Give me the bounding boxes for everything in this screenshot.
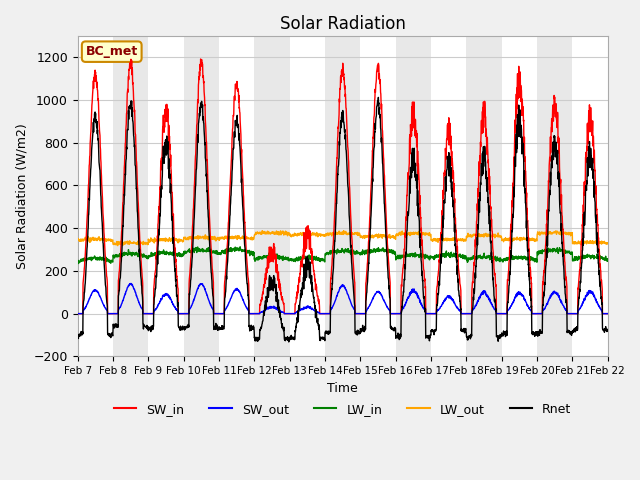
Line: Rnet: Rnet: [77, 97, 607, 342]
Bar: [360, 36, 396, 356]
LW_in: [370, 246, 378, 252]
Bar: [467, 36, 502, 356]
Rnet: [374, 95, 382, 100]
Bar: [502, 36, 537, 356]
Line: LW_out: LW_out: [77, 231, 607, 246]
LW_in: [557, 248, 565, 253]
SW_in: [604, 311, 611, 316]
Line: SW_in: SW_in: [77, 59, 607, 313]
SW_in: [370, 128, 378, 133]
SW_out: [127, 280, 135, 286]
Rnet: [74, 333, 81, 339]
Bar: [184, 36, 219, 356]
Rnet: [285, 339, 292, 345]
SW_in: [557, 195, 565, 201]
LW_out: [370, 233, 378, 239]
Text: BC_met: BC_met: [86, 45, 138, 58]
Rnet: [604, 328, 611, 334]
Bar: [77, 36, 113, 356]
SW_in: [358, 311, 365, 316]
LW_out: [74, 236, 81, 242]
SW_out: [497, 311, 504, 316]
Rnet: [557, 228, 565, 234]
LW_out: [557, 232, 565, 238]
SW_out: [358, 311, 365, 316]
Line: LW_in: LW_in: [77, 247, 607, 264]
Bar: [148, 36, 184, 356]
LW_in: [74, 261, 82, 266]
SW_in: [497, 311, 504, 316]
LW_out: [114, 243, 122, 249]
LW_in: [572, 254, 580, 260]
LW_in: [74, 259, 81, 264]
LW_out: [340, 228, 348, 234]
Line: SW_out: SW_out: [77, 283, 607, 313]
Rnet: [358, 328, 365, 334]
Bar: [113, 36, 148, 356]
SW_in: [74, 311, 81, 316]
LW_out: [358, 235, 366, 240]
X-axis label: Time: Time: [327, 382, 358, 395]
LW_in: [497, 256, 505, 262]
SW_out: [74, 311, 81, 316]
LW_in: [222, 250, 230, 256]
Bar: [431, 36, 467, 356]
Legend: SW_in, SW_out, LW_in, LW_out, Rnet: SW_in, SW_out, LW_in, LW_out, Rnet: [109, 397, 577, 420]
SW_in: [196, 56, 204, 62]
LW_in: [236, 244, 244, 250]
Rnet: [370, 156, 378, 161]
Bar: [537, 36, 572, 356]
LW_out: [222, 233, 230, 239]
Bar: [396, 36, 431, 356]
LW_in: [358, 252, 366, 258]
LW_out: [572, 240, 580, 246]
SW_out: [370, 295, 378, 300]
Rnet: [497, 334, 505, 340]
Bar: [254, 36, 290, 356]
Title: Solar Radiation: Solar Radiation: [280, 15, 406, 33]
SW_out: [604, 311, 611, 316]
LW_in: [604, 258, 611, 264]
Rnet: [221, 290, 229, 296]
LW_out: [604, 241, 611, 247]
SW_out: [557, 299, 565, 304]
SW_in: [572, 311, 580, 316]
SW_out: [572, 311, 580, 316]
Rnet: [572, 325, 580, 331]
Y-axis label: Solar Radiation (W/m2): Solar Radiation (W/m2): [15, 123, 28, 269]
LW_out: [497, 233, 505, 239]
Bar: [572, 36, 607, 356]
Bar: [325, 36, 360, 356]
Bar: [290, 36, 325, 356]
SW_out: [222, 306, 230, 312]
Bar: [219, 36, 254, 356]
SW_in: [222, 267, 230, 273]
